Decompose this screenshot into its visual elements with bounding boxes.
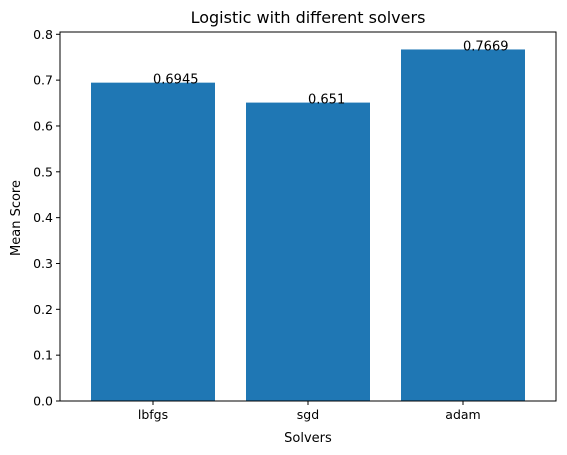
y-tick-label: 0.4 xyxy=(33,210,53,225)
y-axis-label: Mean Score xyxy=(9,180,24,256)
data-label-adam: 0.7669 xyxy=(463,39,509,54)
data-labels-group: 0.6945 0.651 0.7669 xyxy=(153,39,509,107)
x-tick-label-lbfgs: lbfgs xyxy=(138,407,168,422)
bar-lbfgs xyxy=(91,82,215,401)
y-axis: 0.0 0.1 0.2 0.3 0.4 0.5 0.6 0.7 0.8 xyxy=(33,27,60,409)
y-tick-label: 0.6 xyxy=(33,118,53,133)
bar-sgd xyxy=(246,102,370,401)
y-tick-label: 0.8 xyxy=(33,27,53,42)
x-tick-label-sgd: sgd xyxy=(297,407,319,422)
bar-adam xyxy=(401,49,525,401)
bars-group xyxy=(91,49,525,401)
x-axis: lbfgs sgd adam xyxy=(138,401,481,422)
y-tick-label: 0.1 xyxy=(33,348,53,363)
y-tick-label: 0.3 xyxy=(33,256,53,271)
y-tick-label: 0.0 xyxy=(33,394,53,409)
plot-frame xyxy=(59,31,557,402)
x-tick-label-adam: adam xyxy=(445,407,480,422)
y-tick-label: 0.7 xyxy=(33,73,53,88)
y-tick-label: 0.2 xyxy=(33,302,53,317)
y-tick-label: 0.5 xyxy=(33,164,53,179)
data-label-lbfgs: 0.6945 xyxy=(153,73,199,88)
chart-title: Logistic with different solvers xyxy=(191,8,426,27)
x-axis-label: Solvers xyxy=(284,431,332,446)
data-label-sgd: 0.651 xyxy=(308,93,345,108)
